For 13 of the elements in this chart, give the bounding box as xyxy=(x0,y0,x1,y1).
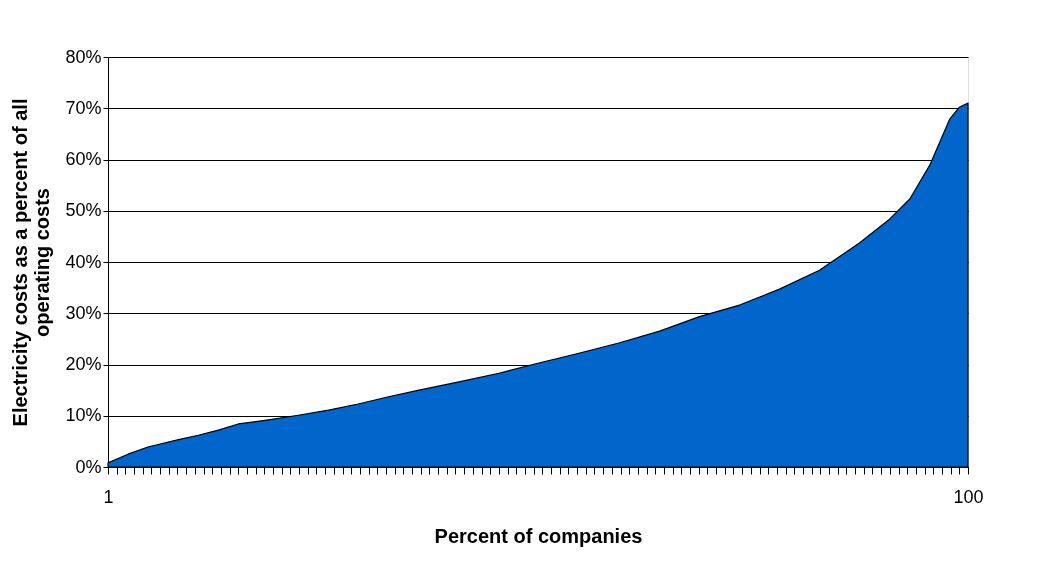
y-tick-label: 40% xyxy=(65,251,102,272)
x-tick-label: 100 xyxy=(953,486,984,507)
y-tick-label: 20% xyxy=(65,354,102,374)
y-tick-label: 30% xyxy=(65,302,102,323)
y-tick-label: 50% xyxy=(65,200,102,221)
y-axis-title: Electricity costs as a percent of all operating costs xyxy=(9,98,54,427)
y-tick-label: 0% xyxy=(75,456,102,477)
y-tick-label: 60% xyxy=(65,149,102,169)
y-tick-label: 10% xyxy=(65,405,102,426)
x-axis-title: Percent of companies xyxy=(434,524,643,547)
x-tick-label: 1 xyxy=(103,486,114,507)
y-tick-label: 80% xyxy=(65,46,102,67)
y-tick-label: 70% xyxy=(65,97,102,118)
